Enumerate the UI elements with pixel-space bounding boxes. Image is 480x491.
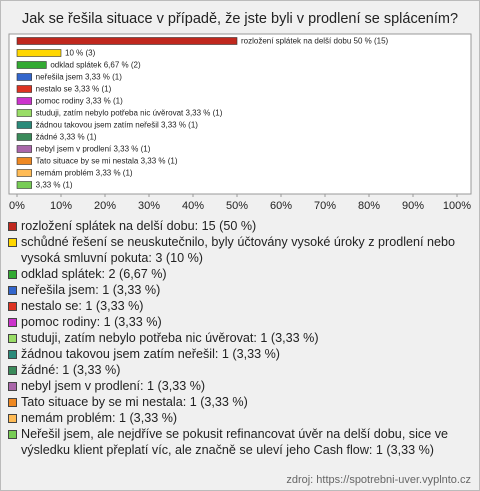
legend-label: žádnou takovou jsem zatím neřešil: 1 (3,… bbox=[21, 347, 280, 361]
bar bbox=[16, 61, 47, 69]
bar bbox=[16, 97, 32, 105]
bar bbox=[16, 133, 32, 141]
legend-item: nestalo se: 1 (3,33 %) bbox=[7, 298, 469, 314]
bar bbox=[16, 109, 32, 117]
chart: Jak se řešila situace v případě, že jste… bbox=[8, 11, 472, 212]
x-tick-label: 70% bbox=[314, 200, 336, 212]
legend-label: nestalo se: 1 (3,33 %) bbox=[21, 299, 144, 313]
x-tick-label: 10% bbox=[50, 200, 72, 212]
legend-label: odklad splátek: 2 (6,67 %) bbox=[21, 267, 167, 281]
x-tick-label: 40% bbox=[182, 200, 204, 212]
legend-label: pomoc rodiny: 1 (3,33 %) bbox=[21, 315, 162, 329]
bar-label: 10 % (3) bbox=[65, 49, 96, 58]
legend-label: nebyl jsem v prodlení: 1 (3,33 %) bbox=[21, 379, 206, 393]
legend-label: nemám problém: 1 (3,33 %) bbox=[21, 411, 178, 425]
legend-label: neřešila jsem: 1 (3,33 %) bbox=[21, 283, 161, 297]
legend-item: odklad splátek: 2 (6,67 %) bbox=[7, 266, 469, 282]
bar bbox=[16, 73, 32, 81]
bar-label: Tato situace by se mi nestala 3,33 % (1) bbox=[36, 157, 178, 166]
legend-label: žádné: 1 (3,33 %) bbox=[21, 363, 121, 377]
legend-item: Neřešil jsem, ale nejdříve se pokusit re… bbox=[7, 426, 469, 458]
bar bbox=[16, 181, 32, 189]
plot-area bbox=[8, 33, 472, 195]
x-tick-label: 0% bbox=[9, 200, 25, 212]
bar bbox=[16, 145, 32, 153]
legend-swatch bbox=[8, 318, 17, 327]
bar bbox=[16, 37, 238, 45]
bar-label: neřešila jsem 3,33 % (1) bbox=[36, 73, 123, 82]
legend-item: rozložení splátek na delší dobu: 15 (50 … bbox=[7, 218, 469, 234]
legend-item: žádnou takovou jsem zatím neřešil: 1 (3,… bbox=[7, 346, 469, 362]
bar-label: nebyl jsem v prodlení 3,33 % (1) bbox=[36, 145, 151, 154]
legend-label: Neřešil jsem, ale nejdříve se pokusit re… bbox=[21, 427, 449, 457]
legend-swatch bbox=[8, 398, 17, 407]
legend: rozložení splátek na delší dobu: 15 (50 … bbox=[7, 218, 469, 458]
x-tick-label: 90% bbox=[402, 200, 424, 212]
chart-title: Jak se řešila situace v případě, že jste… bbox=[22, 11, 458, 27]
legend-swatch bbox=[8, 366, 17, 375]
legend-item: Tato situace by se mi nestala: 1 (3,33 %… bbox=[7, 394, 469, 410]
legend-swatch bbox=[8, 302, 17, 311]
bar-label: žádné 3,33 % (1) bbox=[36, 133, 97, 142]
legend-swatch bbox=[8, 414, 17, 423]
legend-item: studuji, zatím nebylo potřeba nic úvěrov… bbox=[7, 330, 469, 346]
legend-swatch bbox=[8, 238, 17, 247]
bar-label: nemám problém 3,33 % (1) bbox=[36, 169, 133, 178]
bar bbox=[16, 169, 32, 177]
bar-label: studuji, zatím nebylo potřeba nic úvěrov… bbox=[36, 109, 223, 118]
legend-label: schůdné řešení se neuskutečnilo, byly úč… bbox=[21, 235, 456, 265]
bar-label: odklad splátek 6,67 % (2) bbox=[50, 61, 141, 70]
legend-item: žádné: 1 (3,33 %) bbox=[7, 362, 469, 378]
bar bbox=[16, 157, 32, 165]
bar-label: 3,33 % (1) bbox=[36, 181, 73, 190]
bar bbox=[16, 121, 32, 129]
legend-item: nemám problém: 1 (3,33 %) bbox=[7, 410, 469, 426]
bar-label: nestalo se 3,33 % (1) bbox=[36, 85, 112, 94]
source: zdroj: https://spotrebni-uver.vyplnto.cz bbox=[286, 474, 471, 486]
bar bbox=[16, 49, 62, 57]
legend-item: neřešila jsem: 1 (3,33 %) bbox=[7, 282, 469, 298]
x-tick-label: 60% bbox=[270, 200, 292, 212]
legend-label: studuji, zatím nebylo potřeba nic úvěrov… bbox=[21, 331, 319, 345]
legend-swatch bbox=[8, 350, 17, 359]
legend-swatch bbox=[8, 270, 17, 279]
x-tick-label: 50% bbox=[226, 200, 248, 212]
legend-label: Tato situace by se mi nestala: 1 (3,33 %… bbox=[21, 395, 248, 409]
x-tick-label: 80% bbox=[358, 200, 380, 212]
x-tick-label: 20% bbox=[94, 200, 116, 212]
legend-swatch bbox=[8, 222, 17, 231]
legend-swatch bbox=[8, 286, 17, 295]
legend-swatch bbox=[8, 382, 17, 391]
x-tick-label: 100% bbox=[443, 200, 471, 212]
legend-item: pomoc rodiny: 1 (3,33 %) bbox=[7, 314, 469, 330]
bar-label: žádnou takovou jsem zatím neřešil 3,33 %… bbox=[36, 121, 199, 130]
legend-item: schůdné řešení se neuskutečnilo, byly úč… bbox=[7, 234, 469, 266]
x-tick-label: 30% bbox=[138, 200, 160, 212]
bar-label: pomoc rodiny 3,33 % (1) bbox=[36, 97, 123, 106]
bar bbox=[16, 85, 32, 93]
legend-item: nebyl jsem v prodlení: 1 (3,33 %) bbox=[7, 378, 469, 394]
bar-label: rozložení splátek na delší dobu 50 % (15… bbox=[241, 37, 389, 46]
legend-label: rozložení splátek na delší dobu: 15 (50 … bbox=[21, 219, 257, 233]
legend-swatch bbox=[8, 430, 17, 439]
legend-swatch bbox=[8, 334, 17, 343]
